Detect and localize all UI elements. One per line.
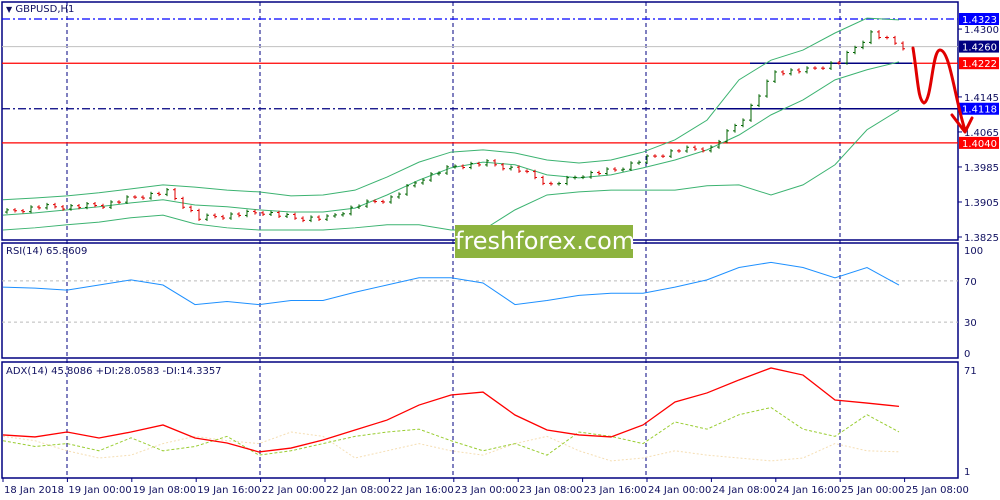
rsi-scale-label: 100: [964, 246, 983, 257]
time-axis-label: 24 Jan 08:00: [712, 485, 775, 496]
time-axis-label: 22 Jan 08:00: [326, 485, 389, 496]
rsi-scale-label: 70: [964, 277, 977, 288]
symbol-label: GBPUSD,H1: [15, 4, 75, 15]
chart-header: ▼ GBPUSD,H1: [6, 4, 74, 15]
adx-scale-label: 71: [964, 366, 977, 377]
rsi-label: RSI(14) 65.8609: [6, 246, 88, 257]
bollinger-upper-line: [2, 17, 900, 201]
level-price-tag: [959, 102, 999, 115]
bollinger-lower-line: [2, 109, 900, 231]
time-axis-label: 24 Jan 16:00: [777, 485, 840, 496]
plus-di-line: [2, 406, 900, 456]
rsi-scale-label: 30: [964, 318, 977, 329]
watermark-logo: freshforex.com: [455, 225, 635, 258]
level-price-label: 1.4118: [962, 105, 997, 116]
level-price-tag: [959, 136, 999, 149]
time-axis-label: 25 Jan 00:00: [841, 485, 904, 496]
minus-di-line: [2, 431, 900, 462]
price-scale-label: 1.4300: [964, 25, 999, 36]
rsi-line: [2, 261, 900, 306]
adx-scale-label: 1: [964, 467, 970, 478]
adx-label: ADX(14) 45.8086 +DI:28.0583 -DI:14.3357: [6, 366, 222, 377]
level-price-label: 1.4040: [962, 139, 997, 150]
adx-line: [2, 367, 900, 453]
rsi-panel: [1, 242, 959, 359]
time-axis-label: 23 Jan 00:00: [455, 485, 518, 496]
level-price-label: 1.4323: [962, 15, 997, 26]
price-scale-label: 1.4065: [964, 128, 999, 139]
time-axis-label: 19 Jan 00:00: [68, 485, 131, 496]
time-axis-label: 19 Jan 16:00: [197, 485, 260, 496]
time-axis-label: 19 Jan 08:00: [133, 485, 196, 496]
price-scale-label: 1.3825: [964, 233, 999, 244]
level-price-tag: [959, 13, 999, 25]
level-price-label: 1.4260: [962, 43, 997, 54]
adx-panel: [1, 361, 959, 479]
dropdown-triangle-icon[interactable]: ▼: [6, 5, 13, 14]
level-price-label: 1.4222: [962, 59, 997, 70]
annotation-arrow-drawing: [911, 46, 974, 134]
price-scale-label: 1.4145: [964, 93, 999, 104]
time-axis-label: 22 Jan 00:00: [262, 485, 325, 496]
time-axis-label: 25 Jan 08:00: [906, 485, 969, 496]
time-axis-label: 23 Jan 08:00: [519, 485, 582, 496]
price-scale-label: 1.3905: [964, 198, 999, 209]
main-price-panel: [1, 1, 959, 241]
time-axis-label: 24 Jan 00:00: [648, 485, 711, 496]
time-axis-label: 18 Jan 2018: [4, 485, 64, 496]
rsi-scale-label: 0: [964, 349, 970, 360]
time-axis-label: 23 Jan 16:00: [584, 485, 647, 496]
level-price-tag: [959, 40, 999, 53]
time-axis-label: 22 Jan 16:00: [390, 485, 453, 496]
price-scale-label: 1.3985: [964, 163, 999, 174]
level-price-tag: [959, 57, 999, 70]
bollinger-middle-line: [2, 61, 900, 216]
